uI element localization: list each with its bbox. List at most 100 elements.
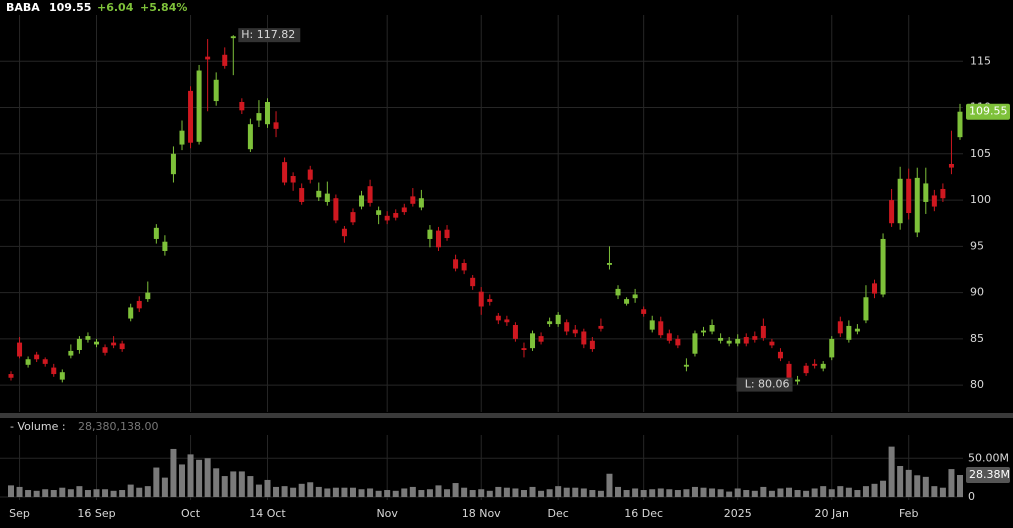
- candle-body: [931, 195, 937, 207]
- volume-bar: [418, 490, 425, 497]
- candle-body: [341, 228, 347, 237]
- candle-body: [504, 319, 510, 323]
- candle-body: [760, 325, 766, 338]
- x-tick-label: 16 Dec: [624, 507, 663, 520]
- volume-bar: [905, 469, 912, 497]
- candle-body: [777, 351, 783, 359]
- volume-bar: [349, 487, 356, 497]
- candle-body: [76, 338, 82, 350]
- x-tick-label: Sep: [9, 507, 30, 520]
- volume-bar: [273, 486, 280, 497]
- volume-bar: [315, 486, 322, 497]
- volume-bar: [845, 487, 852, 497]
- volume-bar: [196, 459, 203, 497]
- volume-bar: [384, 490, 391, 497]
- y-tick-label: 100: [970, 193, 991, 206]
- volume-bar: [939, 487, 946, 497]
- candle-body: [709, 325, 715, 332]
- volume-badge: [966, 467, 1010, 484]
- volume-bar: [375, 490, 382, 497]
- candle-body: [641, 309, 647, 314]
- candle-body: [547, 321, 553, 325]
- candle-body: [401, 207, 407, 213]
- volume-bar: [119, 490, 126, 497]
- candle-body: [359, 195, 365, 207]
- volume-bar: [606, 473, 613, 497]
- volume-bar: [307, 482, 314, 497]
- candle-body: [649, 320, 655, 330]
- change: +6.04: [97, 1, 134, 14]
- volume-bar: [871, 483, 878, 497]
- candle-body: [111, 342, 117, 346]
- candle-body: [256, 113, 262, 121]
- candle-body: [68, 350, 74, 356]
- candle-body: [854, 328, 860, 332]
- low-label: L: 80.06: [745, 378, 790, 391]
- x-tick-label: 20 Jan: [815, 507, 849, 520]
- volume-bar: [666, 489, 673, 497]
- volume-bar: [640, 490, 647, 497]
- volume-bar: [538, 490, 545, 497]
- candle-body: [530, 333, 536, 349]
- x-tick-label: Nov: [376, 507, 398, 520]
- candle-body: [170, 153, 176, 175]
- candle-body: [247, 124, 253, 150]
- candle-body: [119, 343, 125, 350]
- volume-bar: [674, 490, 681, 497]
- symbol: BABA: [6, 1, 40, 14]
- volume-bar: [555, 486, 562, 497]
- volume-bar: [136, 487, 143, 497]
- candle-body: [923, 183, 929, 202]
- candle-body: [282, 162, 288, 183]
- volume-bar: [76, 486, 83, 497]
- candle-body: [299, 188, 305, 202]
- volume-bar: [563, 487, 570, 497]
- volume-bar: [717, 489, 724, 497]
- volume-bar: [862, 486, 869, 497]
- candle-body: [136, 300, 142, 309]
- volume-bar: [127, 484, 134, 497]
- volume-bar: [392, 490, 399, 497]
- candle-body: [872, 283, 878, 294]
- volume-bar: [178, 464, 185, 497]
- volume-bar: [367, 488, 374, 497]
- candle-body: [615, 288, 621, 296]
- x-tick-label: Oct: [181, 507, 201, 520]
- y-tick-label: 105: [970, 147, 991, 160]
- candle-body: [333, 198, 339, 221]
- candle-body: [718, 337, 724, 341]
- volume-bar: [281, 486, 288, 497]
- volume-bar: [401, 488, 408, 497]
- volume-bar: [897, 466, 904, 497]
- candle-body: [316, 190, 322, 198]
- candle-body: [427, 229, 433, 239]
- candle-body: [564, 322, 570, 332]
- volume-bar: [238, 471, 245, 497]
- volume-bar: [298, 483, 305, 497]
- volume-bar: [444, 489, 451, 497]
- volume-bar: [50, 490, 57, 497]
- high-label-box: [238, 28, 301, 43]
- candle-body: [239, 101, 245, 111]
- volume-bar: [204, 458, 211, 497]
- candle-body: [470, 277, 476, 287]
- candle-body: [701, 330, 707, 333]
- volume-bar: [529, 486, 536, 497]
- candle-body: [153, 227, 159, 239]
- candle-body: [444, 229, 450, 239]
- volume-bar: [572, 487, 579, 497]
- y-tick-label: 85: [970, 332, 984, 345]
- volume-bar: [426, 489, 433, 497]
- y-tick-label: 80: [970, 378, 984, 391]
- candle-body: [538, 336, 544, 342]
- candle-body: [487, 299, 493, 302]
- volume-bar: [837, 486, 844, 497]
- price-badge-label: 109.55: [969, 105, 1008, 118]
- candle-body: [795, 379, 801, 382]
- candle-body: [179, 130, 185, 145]
- volume-bar: [478, 489, 485, 497]
- volume-bar: [341, 487, 348, 497]
- volume-bar: [880, 480, 887, 497]
- volume-bar: [632, 488, 639, 497]
- candle-body: [461, 263, 467, 271]
